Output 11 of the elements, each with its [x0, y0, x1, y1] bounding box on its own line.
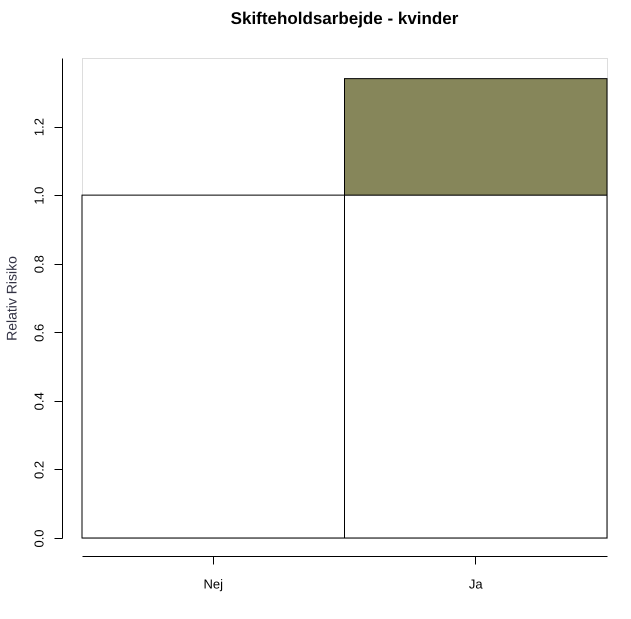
y-tick-label: 0.0	[32, 529, 46, 548]
x-tick-label: Ja	[468, 576, 484, 592]
chart-title: Skifteholdsarbejde - kvinder	[230, 9, 459, 28]
y-tick-label: 0.6	[32, 324, 46, 342]
y-tick-label: 1.2	[32, 118, 46, 136]
y-tick-label: 0.4	[32, 392, 46, 410]
y-axis-title: Relativ Risiko	[4, 256, 20, 341]
y-tick-label: 0.2	[32, 460, 46, 479]
y-tick-label: 1.0	[32, 186, 46, 205]
y-tick-label: 0.8	[32, 255, 46, 274]
x-tick-label: Nej	[203, 576, 224, 592]
